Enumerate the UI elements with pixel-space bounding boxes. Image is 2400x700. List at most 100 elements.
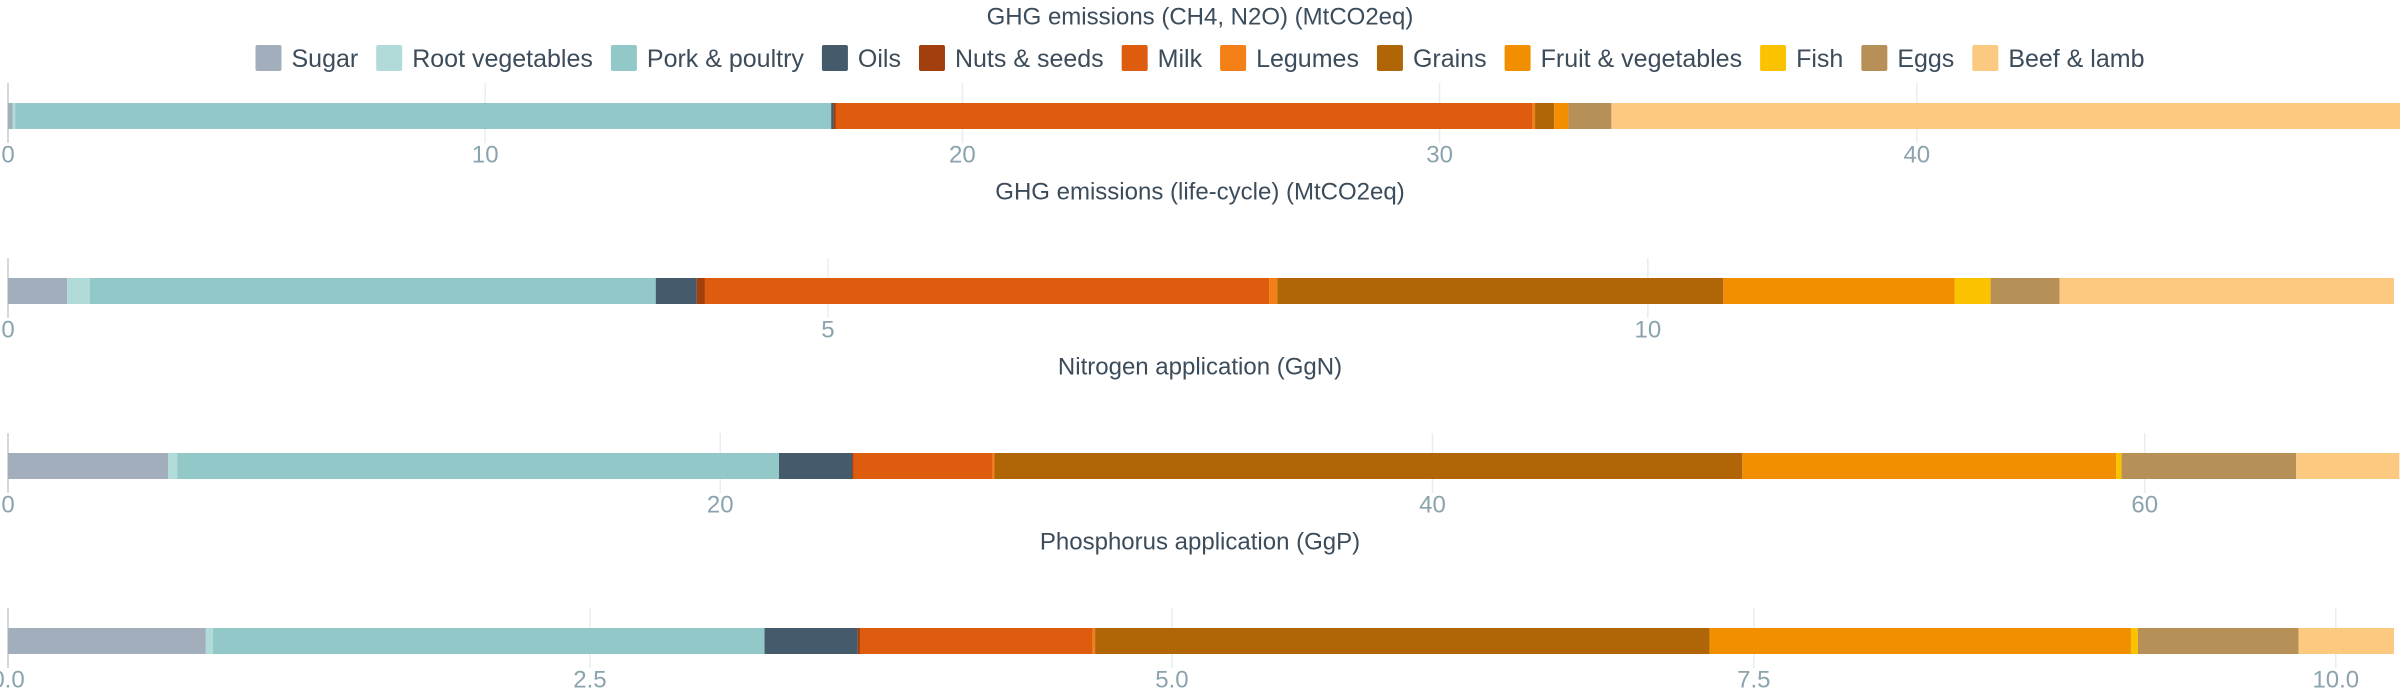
bar-segment-eggs — [2121, 453, 2297, 479]
legend-item-pork-poultry: Pork & poultry — [610, 45, 805, 73]
bar-segment-root-vegetables — [168, 453, 178, 479]
legend-item-fruit-vegetables: Fruit & vegetables — [1504, 45, 1743, 73]
legend-item-fish: Fish — [1760, 45, 1843, 73]
bar-segment-sugar — [8, 628, 206, 654]
x-tick-label: 5 — [821, 317, 834, 344]
legend-label: Milk — [1158, 45, 1203, 73]
panel-2: GHG emissions (life-cycle) (MtCO2eq) 0 5 10 — [1, 179, 2394, 344]
bar-segment-oils — [778, 453, 853, 479]
legend-label: Oils — [858, 45, 901, 73]
x-tick-label: 10 — [472, 142, 499, 169]
x-tick-label: 7.5 — [1737, 667, 1770, 694]
bar-segment-fruit-vegetables — [1742, 453, 2117, 479]
bar-segment-fish — [1954, 278, 1991, 304]
legend-item-milk: Milk — [1121, 45, 1203, 73]
bar-segment-legumes — [1092, 628, 1096, 654]
legend-label: Nuts & seeds — [955, 45, 1104, 73]
bar-segment-fruit-vegetables — [1554, 103, 1569, 129]
bar-segment-fish — [2116, 453, 2122, 479]
bar-segment-grains — [994, 453, 1743, 479]
bar-segment-pork-poultry — [177, 453, 779, 479]
bar-segment-grains — [1277, 278, 1724, 304]
bar-segment-milk — [853, 453, 993, 479]
bar-segment-oils — [831, 103, 834, 129]
bar-segment-grains — [1095, 628, 1710, 654]
x-tick-label: 0 — [1, 317, 14, 344]
legend-label: Eggs — [1897, 45, 1954, 73]
legend-swatch — [1121, 45, 1148, 71]
x-tick-label: 5.0 — [1155, 667, 1188, 694]
legend-swatch — [1376, 45, 1403, 71]
bar-segment-fruit-vegetables — [1723, 278, 1955, 304]
legend-swatch — [1504, 45, 1531, 71]
x-tick-label: 40 — [1419, 492, 1446, 519]
panel-title: GHG emissions (life-cycle) (MtCO2eq) — [995, 179, 1404, 206]
bar-segment-root-vegetables — [67, 278, 90, 304]
bar-segment-eggs — [2137, 628, 2299, 654]
bar-segment-legumes — [1269, 278, 1278, 304]
legend-item-sugar: Sugar — [255, 45, 358, 73]
bar-segment-grains — [1535, 103, 1555, 129]
legend-item-oils: Oils — [821, 45, 901, 73]
legend-swatch — [1861, 45, 1888, 71]
panel-title: Nitrogen application (GgN) — [1058, 354, 1342, 381]
bar-segment-eggs — [1568, 103, 1612, 129]
bar-segment-milk — [835, 103, 1533, 129]
bar-segment-beef-lamb — [2296, 453, 2400, 479]
legend-label: Root vegetables — [412, 45, 593, 73]
legend-label: Sugar — [291, 45, 358, 73]
legend-label: Fruit & vegetables — [1541, 45, 1743, 73]
bar-segment-milk — [704, 278, 1270, 304]
legend-item-legumes: Legumes — [1220, 45, 1359, 73]
bar-segment-nuts-seeds — [696, 278, 705, 304]
bar-segment-oils — [764, 628, 858, 654]
x-tick-label: 0.0 — [0, 667, 25, 694]
legend-label: Pork & poultry — [647, 45, 805, 73]
legend-item-beef-lamb: Beef & lamb — [1972, 45, 2145, 73]
x-tick-label: 20 — [949, 142, 976, 169]
panel-title: GHG emissions (CH4, N2O) (MtCO2eq) — [987, 4, 1414, 31]
legend-item-root-vegetables: Root vegetables — [376, 45, 593, 73]
legend-label: Grains — [1413, 45, 1487, 73]
legend-swatch — [918, 45, 945, 71]
bar-segment-pork-poultry — [15, 103, 832, 129]
x-tick-label: 10 — [1635, 317, 1662, 344]
bar-segment-beef-lamb — [2298, 628, 2394, 654]
legend-label: Legumes — [1256, 45, 1359, 73]
legend-label: Fish — [1796, 45, 1843, 73]
legend-item-eggs: Eggs — [1861, 45, 1954, 73]
bar-segment-nuts-seeds — [852, 453, 854, 479]
legend-label: Beef & lamb — [2008, 45, 2144, 73]
bar-segment-root-vegetables — [205, 628, 213, 654]
bar-segment-nuts-seeds — [833, 103, 836, 129]
x-tick-label: 40 — [1903, 142, 1930, 169]
legend-swatch — [1972, 45, 1999, 71]
bar-segment-pork-poultry — [89, 278, 656, 304]
x-tick-label: 60 — [2131, 492, 2158, 519]
legend-swatch — [255, 45, 282, 71]
x-tick-label: 30 — [1426, 142, 1453, 169]
panel-4: Phosphorus application (GgP) 0.0 2.5 5.0 7.5… — [0, 529, 2394, 694]
legend-swatch — [610, 45, 637, 71]
x-tick-label: 0 — [1, 142, 14, 169]
bar-segment-sugar — [8, 103, 13, 129]
bar-segment-pork-poultry — [212, 628, 765, 654]
bar-segment-sugar — [8, 278, 68, 304]
legend-item-nuts-seeds: Nuts & seeds — [918, 45, 1104, 73]
panel-title: Phosphorus application (GgP) — [1040, 529, 1360, 556]
bar-segment-eggs — [1990, 278, 2060, 304]
bar-segment-beef-lamb — [2059, 278, 2394, 304]
x-tick-label: 10.0 — [2312, 667, 2359, 694]
bar-segment-legumes — [992, 453, 995, 479]
bar-segment-fruit-vegetables — [1709, 628, 2131, 654]
bar-segment-sugar — [8, 453, 169, 479]
legend-swatch — [1760, 45, 1787, 71]
legend-swatch — [821, 45, 848, 71]
bar-segment-milk — [859, 628, 1093, 654]
legend: Sugar Root vegetables Pork & poultry Oils Nu… — [255, 45, 2145, 73]
legend-swatch — [1220, 45, 1247, 71]
bar-segment-root-vegetables — [12, 103, 16, 129]
bar-segment-legumes — [1532, 103, 1536, 129]
